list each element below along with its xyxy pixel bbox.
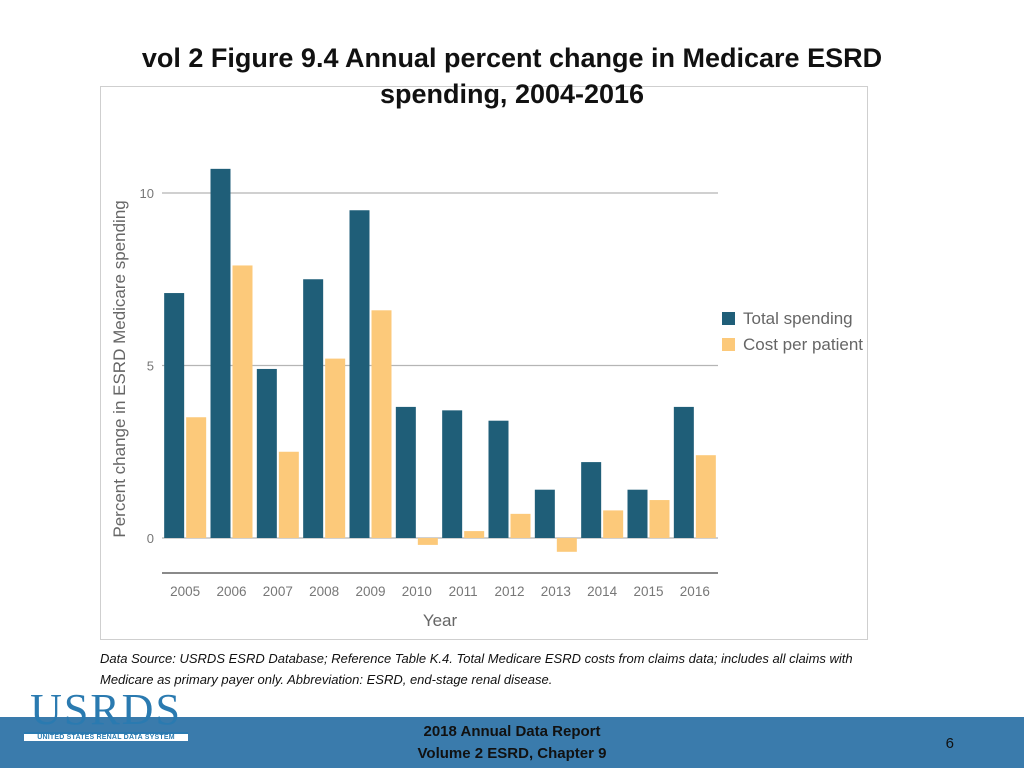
bar-total-spending-2013: [534, 489, 555, 538]
bar-cost-per-patient-year-2008: [325, 358, 346, 538]
x-tick-label: 2008: [309, 584, 339, 599]
x-tick-label: 2007: [263, 584, 293, 599]
bar-cost-per-patient-year-2012: [510, 513, 531, 538]
slide-title: vol 2 Figure 9.4 Annual percent change i…: [141, 43, 883, 109]
x-tick-label: 2015: [633, 584, 663, 599]
bar-total-spending-2006: [210, 168, 231, 538]
bar-total-spending-2009: [349, 210, 370, 538]
y-axis-label: Percent change in ESRD Medicare spending: [110, 200, 129, 537]
bar-cost-per-patient-year-2009: [371, 310, 392, 538]
bar-cost-per-patient-year-2011: [464, 531, 485, 538]
legend-swatch-total-spending: [722, 312, 735, 325]
x-tick-label: 2014: [587, 584, 618, 599]
bar-cost-per-patient-year-2015: [649, 500, 670, 538]
bar-total-spending-2012: [488, 420, 509, 538]
logo-subtext: UNITED STATES RENAL DATA SYSTEM: [24, 732, 188, 741]
y-tick-label: 5: [147, 359, 154, 374]
bar-cost-per-patient-year-2010: [417, 538, 438, 545]
x-tick-label: 2010: [402, 584, 432, 599]
x-tick-label: 2013: [541, 584, 571, 599]
x-tick-label: 2009: [355, 584, 385, 599]
bar-total-spending-2015: [627, 489, 648, 538]
legend-label: Total spending: [743, 309, 853, 328]
bar-cost-per-patient-year-2007: [278, 451, 299, 538]
footer-report-title: 2018 Annual Data Report: [423, 723, 601, 740]
x-tick-label: 2005: [170, 584, 200, 599]
y-tick-label: 10: [140, 186, 154, 201]
legend-swatch-cost-per-patient-year: [722, 338, 735, 351]
bar-chart: 0 5 10 2005 2006 2007 2008 2009 2010 2011 2012 2013…: [110, 168, 868, 630]
x-tick-label: 2011: [449, 584, 478, 599]
x-tick-label: 2006: [216, 584, 246, 599]
y-tick-label: 0: [147, 531, 154, 546]
bar-cost-per-patient-year-2006: [232, 265, 253, 538]
legend-label: Cost per patient year: [743, 335, 868, 354]
bar-total-spending-2016: [673, 406, 694, 538]
logo-text: USRDS: [30, 685, 182, 734]
footer-text: 2018 Annual Data Report Volume 2 ESRD, C…: [0, 721, 1024, 765]
bar-total-spending-2005: [164, 293, 185, 538]
bar-cost-per-patient-year-2005: [186, 417, 207, 538]
footer-volume-chapter: Volume 2 ESRD, Chapter 9: [417, 745, 607, 762]
footer-bar: 2018 Annual Data Report Volume 2 ESRD, C…: [0, 717, 1024, 768]
bar-cost-per-patient-year-2016: [695, 455, 716, 538]
bar-cost-per-patient-year-2013: [556, 538, 577, 552]
bar-total-spending-2011: [442, 410, 463, 538]
x-tick-label: 2016: [680, 584, 710, 599]
bar-total-spending-2007: [256, 368, 277, 538]
bar-total-spending-2014: [581, 462, 602, 538]
bar-total-spending-2010: [395, 406, 416, 538]
data-source-note: Data Source: USRDS ESRD Database; Refere…: [100, 651, 853, 687]
bar-cost-per-patient-year-2014: [603, 510, 624, 538]
bar-total-spending-2008: [303, 279, 324, 538]
x-tick-label: 2012: [494, 584, 524, 599]
x-axis-label: Year: [423, 611, 458, 630]
usrds-logo: USRDS UNITED STATES RENAL DATA SYSTEM: [24, 688, 188, 741]
page-number: 6: [945, 735, 954, 752]
